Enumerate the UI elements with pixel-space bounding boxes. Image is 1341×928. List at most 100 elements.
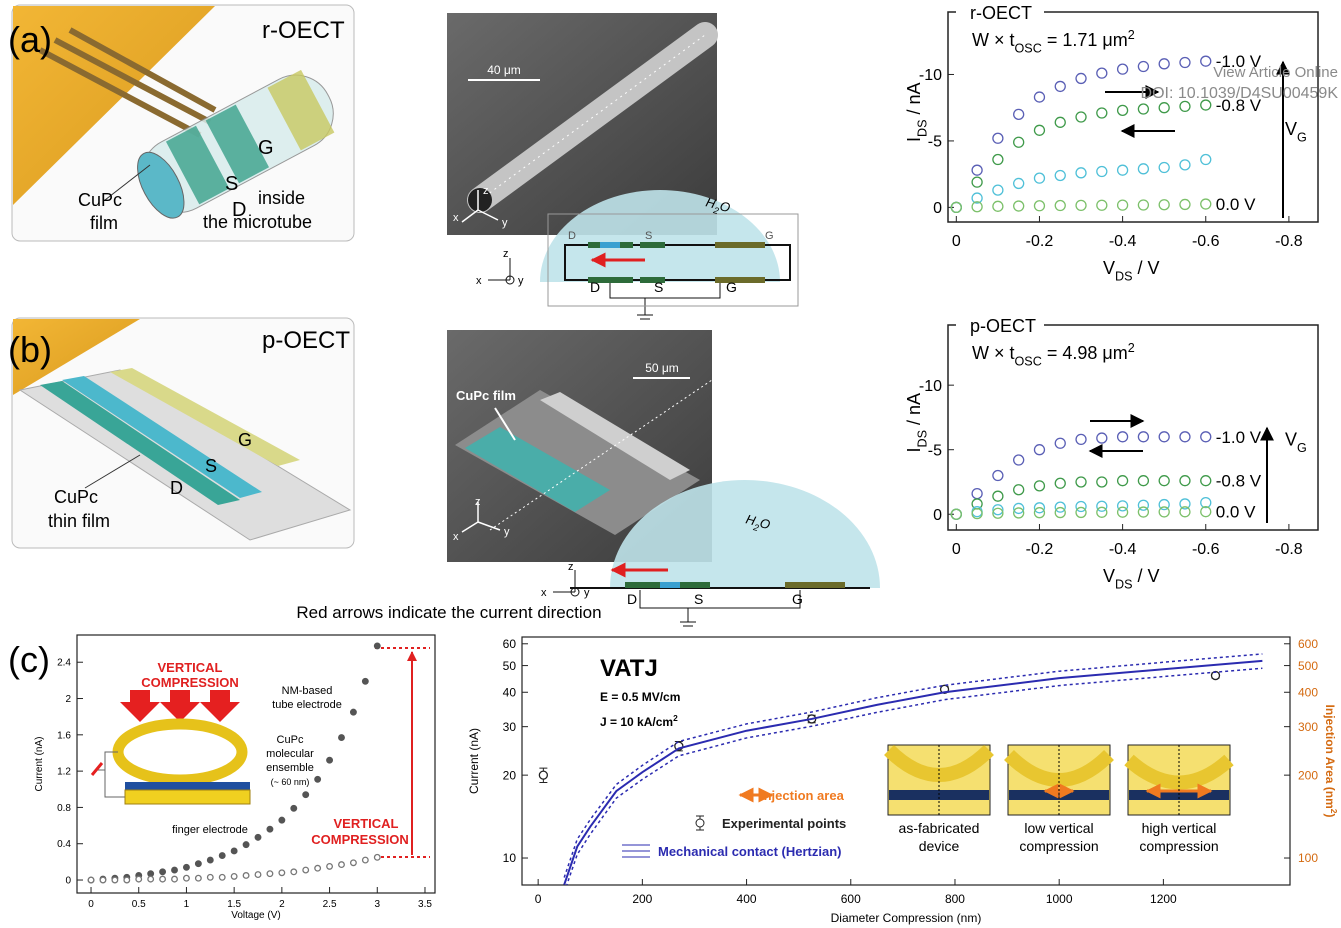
data-point (1096, 500, 1108, 512)
data-point (1158, 498, 1170, 511)
data-point (1013, 136, 1025, 148)
y-tick-label: -5 (928, 442, 942, 459)
data-point (302, 791, 310, 799)
data-point (1158, 199, 1170, 211)
panel-label: (b) (8, 329, 52, 370)
text-part: Injection Area (nm (1323, 705, 1337, 809)
x-tick-label: 1200 (1150, 892, 1177, 906)
text-part: 2 (751, 522, 759, 533)
schematic-b (553, 480, 880, 627)
label: inside (258, 188, 305, 208)
x-tick-label: 0 (952, 233, 961, 250)
text-part: G (1297, 130, 1307, 144)
electrode-label: D (590, 279, 600, 295)
series-label: 0.0 V (1216, 195, 1256, 214)
watermark: View Article Online (1213, 64, 1338, 81)
axis-glyph-label: x (453, 212, 459, 224)
label: the microtube (203, 212, 312, 232)
device-label: p-OECT (262, 327, 350, 354)
data-point (1054, 477, 1066, 489)
data-point (992, 132, 1004, 144)
film (660, 582, 680, 588)
annotation: NM-based (282, 685, 333, 697)
legend-label: Experimental points (722, 816, 846, 831)
electrode-label: G (765, 230, 774, 242)
electrode-label: S (645, 230, 652, 242)
y-tick-label: 10 (503, 851, 517, 865)
data-point (1179, 475, 1191, 487)
data-point (1013, 108, 1025, 120)
text-part: ) (1323, 813, 1337, 817)
y-tick-label: 1.6 (57, 730, 71, 741)
axis-glyph-label: x (453, 531, 459, 543)
data-point (1158, 161, 1170, 174)
series-label: -1.0 V (1216, 52, 1262, 71)
data-point (194, 860, 202, 868)
data-point (1054, 199, 1066, 212)
text-part: V (1285, 430, 1297, 450)
data-point (1200, 153, 1212, 166)
data-point (1137, 431, 1150, 443)
title-backdrop (956, 2, 1044, 22)
data-point (1158, 431, 1170, 443)
axis-glyph-label: z (503, 248, 509, 260)
data-point (218, 873, 226, 881)
data-point (1179, 198, 1191, 211)
data-point (218, 852, 226, 859)
y-tick-label: 2.4 (57, 658, 71, 669)
scale-label: 50 μm (645, 361, 679, 375)
watermark: DOI: 10.1039/D4SU00459K (1141, 85, 1339, 102)
film-label: CuPc film (456, 388, 516, 403)
data-point (171, 866, 178, 874)
scale-label: 40 μm (487, 63, 521, 77)
electrode-label: G (726, 279, 737, 295)
data-point (1200, 431, 1212, 443)
data-point (1116, 164, 1129, 176)
film (465, 427, 610, 512)
water-label: H2O (703, 194, 732, 218)
series-label: -0.8 V (1216, 472, 1262, 491)
x-tick-label: 200 (632, 892, 652, 906)
x-axis-label: VDS / V (1103, 566, 1160, 591)
text-part: I (904, 137, 924, 142)
inset-caption: device (919, 838, 960, 854)
electrode (680, 582, 710, 588)
y2-tick-label: 600 (1298, 637, 1318, 651)
strip-s (62, 376, 262, 498)
text-part: 2 (711, 205, 719, 216)
annotation: tube electrode (272, 699, 342, 711)
data-point (326, 862, 334, 870)
data-point (1096, 506, 1108, 518)
x-axis-label: VDS / V (1103, 258, 1160, 283)
data-point (1200, 99, 1212, 111)
strip-g (110, 368, 300, 466)
data-point (278, 869, 286, 877)
outline (547, 213, 799, 307)
electrode-label: G (238, 430, 252, 450)
electrode (540, 392, 690, 480)
data-point (538, 770, 549, 780)
data-point (182, 874, 190, 882)
text-part: DS (1115, 269, 1133, 283)
chart-note: W × tOSC = 1.71 μm2 (972, 28, 1135, 56)
text-part: DS (915, 119, 929, 137)
electrode-label: S (205, 456, 217, 476)
axis-glyph-label: z (483, 185, 489, 197)
x-axis-label: Diameter Compression (nm) (831, 911, 982, 925)
data-point (1013, 200, 1025, 212)
x-tick-label: 800 (945, 892, 965, 906)
data-point (373, 642, 381, 650)
film (600, 242, 620, 248)
legend-label: Injection area (760, 788, 845, 803)
y-tick-label: 30 (503, 720, 517, 734)
data-point (1013, 507, 1025, 519)
x-tick-label: 2.5 (323, 899, 337, 910)
data-point (1179, 506, 1191, 518)
x-tick-label: -0.2 (1026, 541, 1054, 558)
electrode-label: D (568, 230, 576, 242)
finger-electrode (124, 789, 251, 805)
text-part: V (1285, 119, 1297, 139)
data-point (1054, 501, 1066, 513)
text-part: J = 10 kA/cm (600, 715, 673, 729)
x-tick-label: -0.4 (1109, 541, 1137, 558)
